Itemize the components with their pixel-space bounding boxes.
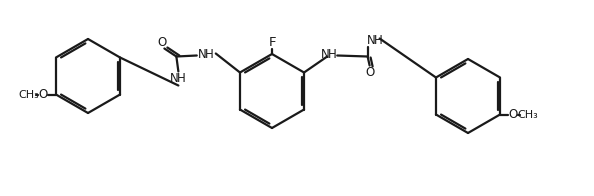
Text: H: H (204, 48, 213, 61)
Text: H: H (177, 72, 186, 85)
Text: N: N (170, 72, 179, 85)
Text: N: N (197, 48, 206, 61)
Text: H: H (328, 48, 337, 61)
Text: O: O (365, 66, 374, 79)
Text: O: O (508, 108, 517, 121)
Text: O: O (39, 88, 48, 101)
Text: O: O (158, 36, 167, 49)
Text: F: F (269, 36, 277, 49)
Text: H: H (374, 34, 383, 47)
Text: CH₃: CH₃ (517, 110, 538, 120)
Text: CH₃: CH₃ (18, 90, 39, 100)
Text: N: N (321, 48, 330, 61)
Text: N: N (367, 34, 376, 47)
